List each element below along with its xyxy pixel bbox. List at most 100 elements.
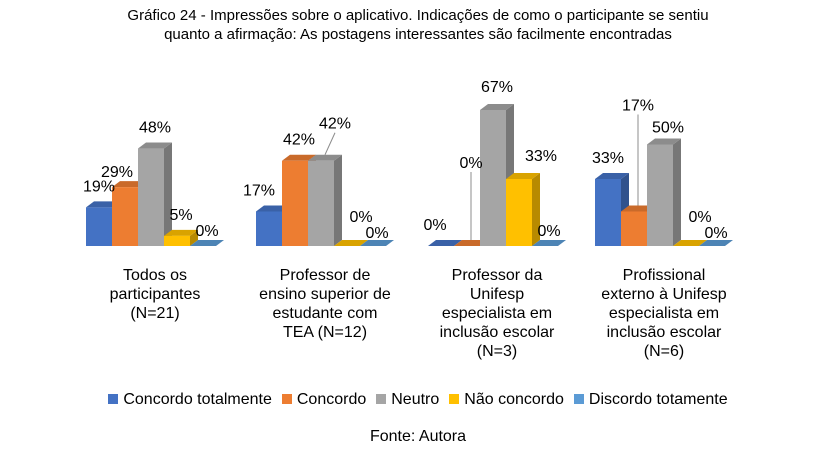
data-label: 0% — [423, 217, 446, 234]
bar — [428, 240, 462, 246]
bar-top — [334, 240, 368, 246]
chart-legend: Concordo totalmente Concordo Neutro Não con… — [0, 391, 836, 409]
category-label: Todos os — [123, 267, 187, 284]
bar-front — [595, 179, 621, 246]
category-label: especialista em — [442, 305, 552, 322]
bar — [595, 173, 629, 246]
category-label: ensino superior de — [259, 286, 391, 303]
legend-swatch — [376, 394, 387, 404]
bar — [164, 229, 198, 246]
category-label: TEA (N=12) — [283, 324, 367, 341]
bar-top — [308, 154, 342, 161]
bar-top — [138, 142, 172, 149]
chart-title-line-2: quanto a afirmação: As postagens interes… — [164, 26, 672, 43]
data-label: 33% — [592, 150, 624, 167]
bar-top — [256, 205, 290, 212]
data-label: 0% — [537, 223, 560, 240]
category-label: inclusão escolar — [440, 324, 555, 341]
bar-side — [673, 138, 681, 246]
legend-item: Não concordo — [449, 391, 564, 409]
legend-label: Neutro — [391, 391, 440, 408]
legend-item: Neutro — [376, 391, 439, 409]
bar-top — [454, 240, 488, 246]
data-label: 0% — [349, 209, 372, 226]
category-label: Professor da — [452, 267, 543, 284]
bar-top — [282, 154, 316, 161]
bar — [506, 173, 540, 246]
bar — [699, 240, 733, 246]
data-label: 0% — [704, 225, 727, 242]
bar-top — [112, 181, 146, 188]
data-label: 19% — [83, 178, 115, 195]
bar-front — [282, 160, 308, 246]
data-label: 48% — [139, 120, 171, 137]
bar — [138, 142, 172, 246]
legend-label: Concordo totalmente — [123, 391, 272, 408]
bar-side — [190, 229, 198, 246]
bar-top — [190, 240, 224, 246]
legend-swatch — [281, 394, 292, 404]
bar-top — [673, 240, 707, 246]
bar — [532, 240, 566, 246]
data-label: 33% — [525, 148, 557, 165]
category-label: inclusão escolar — [607, 324, 722, 341]
bar-front — [86, 207, 112, 246]
data-label: 5% — [169, 207, 192, 224]
bar-top — [164, 229, 198, 236]
data-label: 17% — [243, 182, 275, 199]
legend-item: Concordo — [281, 391, 367, 409]
data-label: 42% — [283, 132, 315, 149]
bar-front — [138, 148, 164, 246]
bar-front — [164, 235, 190, 246]
bar-top — [699, 240, 733, 246]
legend-item: Concordo totalmente — [108, 391, 272, 409]
bar-side — [164, 142, 172, 246]
bar-top — [595, 173, 629, 180]
bar-top — [360, 240, 394, 246]
bar-front — [647, 144, 673, 246]
data-label: 0% — [365, 225, 388, 242]
bar-top — [621, 205, 655, 212]
category-label: Professor de — [280, 267, 371, 284]
data-label: 17% — [622, 97, 654, 114]
bar — [673, 240, 707, 246]
category-label: Unifesp — [470, 286, 524, 303]
bar — [360, 240, 394, 246]
bar-top — [428, 240, 462, 246]
category-label: especialista em — [609, 305, 719, 322]
bar — [647, 138, 681, 246]
bar — [454, 240, 488, 246]
bar-top — [506, 173, 540, 180]
legend-swatch — [108, 394, 119, 404]
data-label: 29% — [101, 164, 133, 181]
bar-front — [506, 179, 532, 246]
bar-front — [308, 160, 334, 246]
bar-top — [86, 201, 120, 208]
legend-item: Discordo totamente — [573, 391, 728, 409]
data-label: 67% — [481, 79, 513, 96]
bar-top — [480, 103, 514, 110]
label-leader-line — [324, 132, 336, 155]
legend-label: Não concordo — [464, 391, 564, 408]
bar-side — [532, 173, 540, 246]
bar-front — [256, 211, 282, 246]
data-label: 50% — [652, 120, 684, 137]
bar-front — [112, 187, 138, 246]
source-note: Fonte: Autora — [369, 428, 467, 445]
legend-swatch — [573, 394, 584, 404]
legend-label: Concordo — [296, 391, 367, 408]
bar-top — [647, 138, 681, 145]
bar — [190, 240, 224, 246]
bar-top — [532, 240, 566, 246]
bar-front — [480, 109, 506, 247]
category-label: (N=21) — [130, 305, 179, 322]
category-label: (N=3) — [477, 343, 517, 360]
data-label: 0% — [195, 223, 218, 240]
data-label: 0% — [688, 209, 711, 226]
category-label: externo à Unifesp — [601, 286, 727, 303]
legend-label: Discordo totamente — [588, 391, 728, 408]
bar-side — [334, 154, 342, 246]
category-label: participantes — [110, 286, 201, 303]
data-label: 0% — [459, 155, 482, 172]
